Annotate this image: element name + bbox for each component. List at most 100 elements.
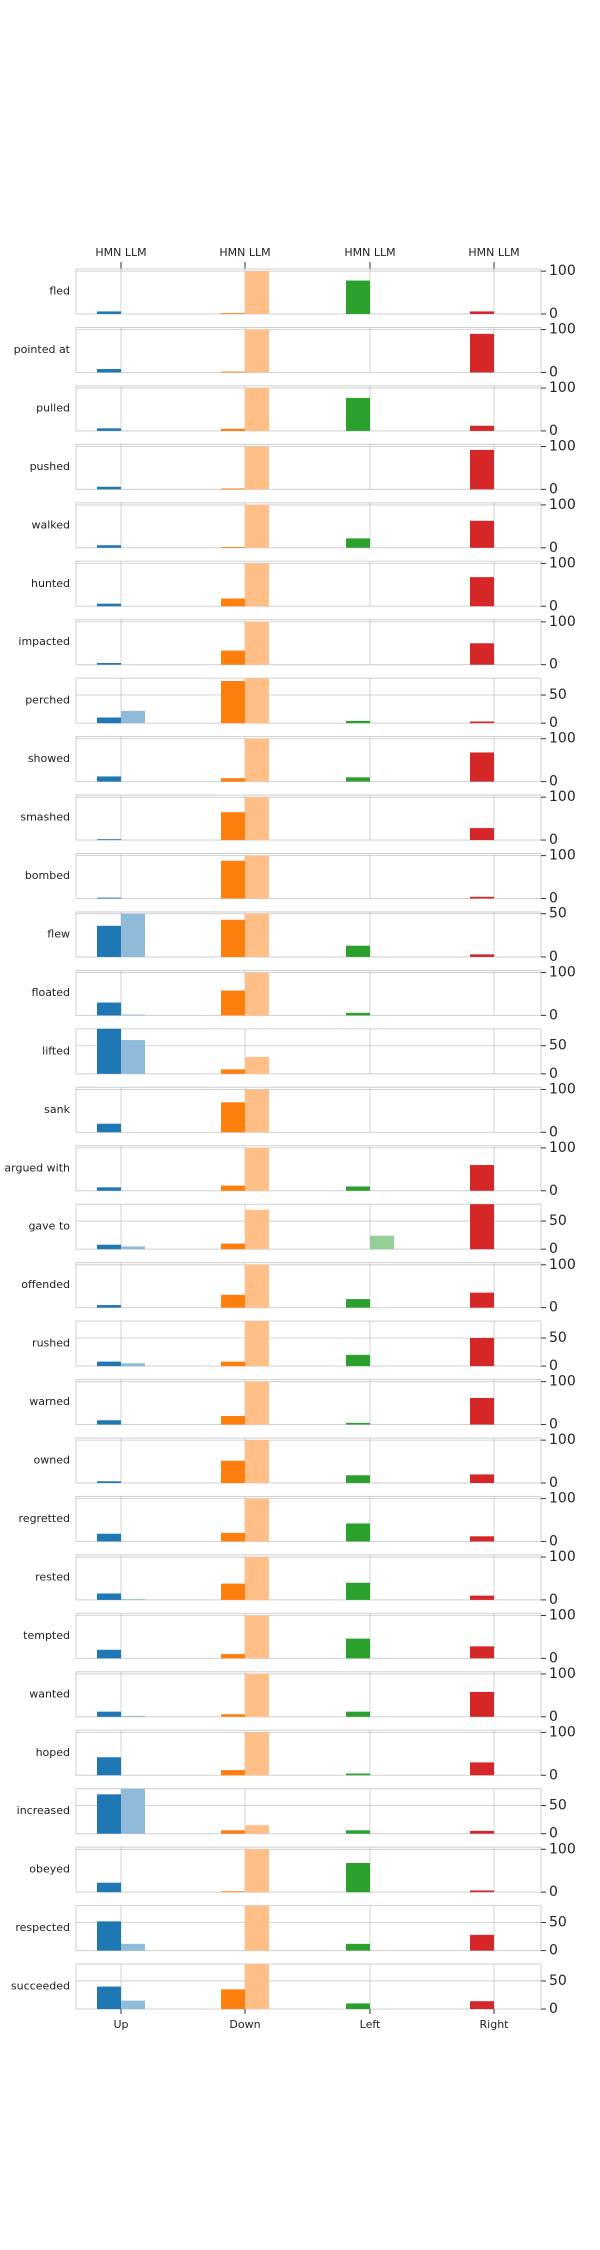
bar-showed-up-hmn: [97, 776, 121, 782]
bar-gave-to-up-hmn: [97, 1244, 121, 1250]
bar-wanted-up-hmn: [97, 1711, 121, 1717]
y-tick-label: 0: [549, 1007, 558, 1023]
bar-floated-down-llm: [245, 972, 269, 1016]
bar-warned-up-hmn: [97, 1420, 121, 1425]
bar-wanted-left-hmn: [346, 1711, 370, 1717]
y-tick-label: 0: [549, 1709, 558, 1725]
bar-smashed-right-hmn: [470, 828, 494, 841]
bar-regretted-down-llm: [245, 1498, 269, 1542]
bar-pulled-left-hmn: [346, 397, 370, 431]
bar-flew-up-llm: [121, 913, 145, 957]
bar-walked-left-hmn: [346, 538, 370, 548]
bar-pushed-up-hmn: [97, 486, 121, 490]
bar-fled-right-hmn: [470, 311, 494, 314]
y-tick-label: 0: [549, 1767, 558, 1783]
y-tick-label: 50: [549, 1798, 567, 1814]
bar-bombed-down-llm: [245, 855, 269, 899]
y-tick-label: 0: [549, 1300, 558, 1316]
bar-pushed-down-llm: [245, 446, 269, 490]
bar-argued-with-left-hmn: [346, 1186, 370, 1191]
bar-warned-left-hmn: [346, 1422, 370, 1425]
bar-hoped-right-hmn: [470, 1762, 494, 1776]
top-tick-label-up: HMN LLM: [95, 246, 146, 259]
row-label: argued with: [4, 1161, 70, 1174]
bar-succeeded-down-hmn: [221, 1989, 245, 2010]
bar-rushed-left-hmn: [346, 1354, 370, 1367]
bar-obeyed-right-hmn: [470, 1890, 494, 1893]
y-tick-label: 100: [549, 1607, 576, 1623]
panel-frame: [75, 1963, 542, 2010]
bar-gave-to-up-llm: [121, 1246, 145, 1250]
bar-increased-up-hmn: [97, 1794, 121, 1834]
bar-obeyed-down-hmn: [221, 1891, 245, 1893]
row-label: owned: [34, 1454, 70, 1467]
row-label: showed: [28, 752, 70, 765]
bar-tempted-down-hmn: [221, 1654, 245, 1659]
bar-pointed-at-down-llm: [245, 329, 269, 373]
bar-rested-down-hmn: [221, 1583, 245, 1600]
bar-floated-down-hmn: [221, 990, 245, 1016]
row-label: rested: [35, 1570, 70, 1583]
bar-pulled-down-llm: [245, 388, 269, 431]
bar-hunted-right-hmn: [470, 577, 494, 607]
y-tick-label: 0: [549, 540, 558, 556]
bar-increased-up-llm: [121, 1788, 145, 1834]
row-label: lifted: [42, 1044, 70, 1057]
bar-offended-left-hmn: [346, 1299, 370, 1308]
y-tick-label: 0: [549, 715, 558, 731]
bar-hunted-up-hmn: [97, 603, 121, 607]
row-label: rushed: [32, 1337, 70, 1350]
y-tick-label: 0: [549, 1592, 558, 1608]
bar-floated-up-hmn: [97, 1002, 121, 1016]
bar-flew-down-llm: [245, 913, 269, 957]
top-tick-label-down: HMN LLM: [219, 246, 270, 259]
bar-rushed-up-llm: [121, 1363, 145, 1367]
bar-owned-up-hmn: [97, 1481, 121, 1483]
bar-gave-to-down-hmn: [221, 1243, 245, 1250]
bar-hunted-down-hmn: [221, 598, 245, 607]
row-label: sank: [44, 1103, 70, 1116]
bar-pointed-at-right-hmn: [470, 333, 494, 373]
bar-walked-up-hmn: [97, 545, 121, 548]
panel-frame: [75, 268, 542, 315]
bar-succeeded-right-hmn: [470, 2001, 494, 2010]
panel-frame: [75, 1788, 542, 1835]
row-label: warned: [29, 1395, 70, 1408]
y-tick-label: 100: [549, 497, 576, 513]
bar-owned-left-hmn: [346, 1475, 370, 1483]
bar-tempted-left-hmn: [346, 1638, 370, 1659]
bar-rested-right-hmn: [470, 1595, 494, 1600]
bar-fled-up-hmn: [97, 311, 121, 314]
bar-hoped-down-hmn: [221, 1770, 245, 1776]
bar-perched-down-llm: [245, 678, 269, 724]
bar-sank-down-hmn: [221, 1102, 245, 1133]
bar-showed-down-llm: [245, 738, 269, 782]
bar-rested-down-llm: [245, 1557, 269, 1600]
row-label: regretted: [19, 1512, 70, 1525]
row-label: impacted: [18, 635, 70, 648]
y-tick-label: 100: [549, 965, 576, 981]
bar-rushed-up-hmn: [97, 1361, 121, 1367]
bar-pulled-down-hmn: [221, 428, 245, 431]
panel-frame: [75, 1729, 542, 1776]
bar-impacted-right-hmn: [470, 643, 494, 665]
y-tick-label: 100: [549, 1140, 576, 1156]
bar-rested-up-llm: [121, 1599, 145, 1600]
bar-pointed-at-down-hmn: [221, 371, 245, 373]
y-tick-label: 0: [549, 364, 558, 380]
bar-pulled-up-hmn: [97, 428, 121, 431]
y-tick-label: 0: [549, 423, 558, 439]
bar-lifted-down-llm: [245, 1056, 269, 1074]
y-tick-label: 100: [549, 1081, 576, 1097]
bar-wanted-down-hmn: [221, 1714, 245, 1717]
row-label: flew: [47, 927, 70, 940]
panel-frame: [75, 1671, 542, 1718]
row-label: increased: [17, 1804, 70, 1817]
bar-succeeded-down-llm: [245, 1964, 269, 2010]
panel-frame: [75, 502, 542, 549]
row-label: floated: [32, 986, 70, 999]
row-label: pointed at: [14, 343, 71, 356]
bar-warned-down-hmn: [221, 1415, 245, 1425]
y-tick-label: 100: [549, 789, 576, 805]
y-tick-label: 0: [549, 598, 558, 614]
